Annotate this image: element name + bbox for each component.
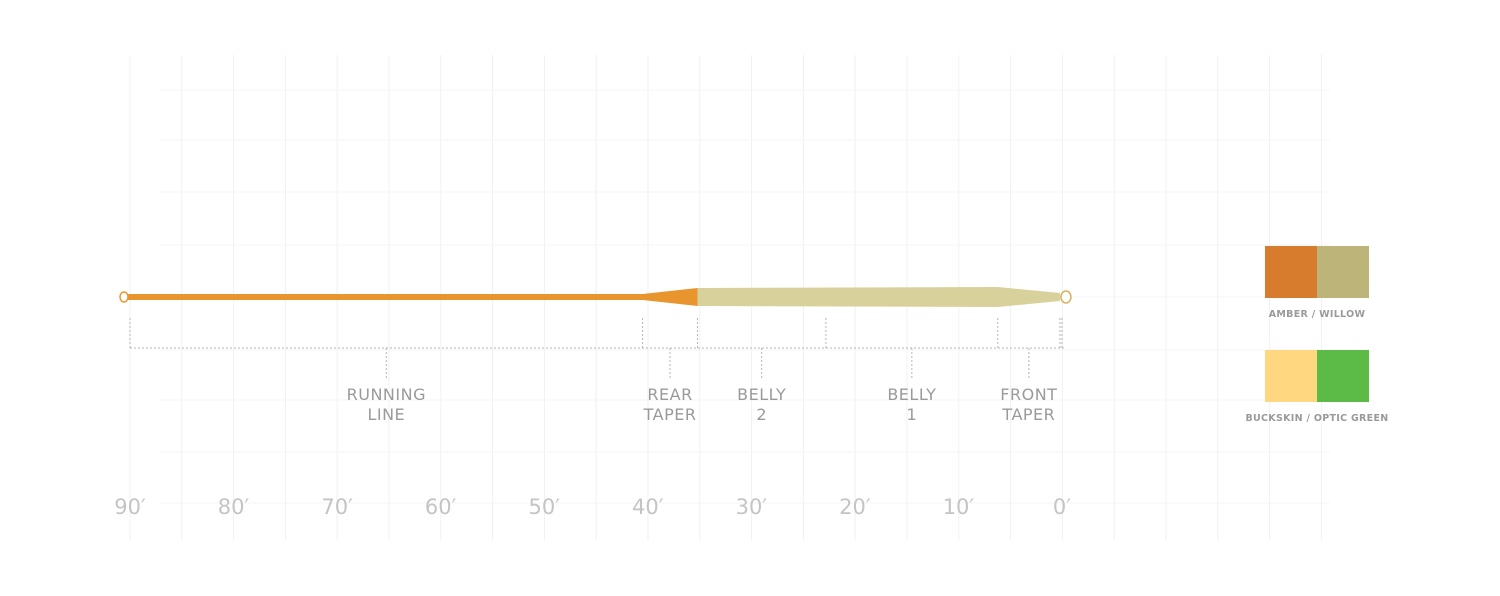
axis-tick-label: 90′: [114, 495, 146, 519]
color-swatch: [1317, 350, 1369, 402]
axis-tick-label: 20′: [839, 495, 871, 519]
axis-tick-label: 60′: [425, 495, 457, 519]
segment-labels: RUNNINGLINEREARTAPERBELLY2BELLY1FRONTTAP…: [347, 348, 1057, 424]
running-line-and-rear-taper: [126, 288, 698, 306]
axis-tick-label: 10′: [943, 495, 975, 519]
axis-tick-label: 30′: [736, 495, 768, 519]
axis-tick-label: 0′: [1053, 495, 1071, 519]
welded-loop: [1060, 290, 1072, 304]
axis-tick-label: 50′: [528, 495, 560, 519]
axis-tick-label: 70′: [321, 495, 353, 519]
color-swatch: [1265, 350, 1317, 402]
axis-tick-label: 40′: [632, 495, 664, 519]
axis-tick-label: 80′: [218, 495, 250, 519]
color-swatch: [1265, 246, 1317, 298]
segment-label: RUNNING: [347, 385, 426, 404]
segment-label: LINE: [367, 405, 405, 424]
segment-label: FRONT: [1000, 385, 1057, 404]
swatch-label: BUCKSKIN / OPTIC GREEN: [1245, 413, 1388, 424]
swatch-label: AMBER / WILLOW: [1269, 309, 1366, 320]
color-swatches: AMBER / WILLOW BUCKSKIN / OPTIC GREEN: [1245, 246, 1388, 424]
fly-line-profile: [119, 287, 1072, 307]
segment-label: 2: [756, 405, 767, 424]
segment-label: 1: [907, 405, 918, 424]
segment-label: BELLY: [737, 385, 786, 404]
segment-label: TAPER: [1001, 405, 1055, 424]
segment-label: REAR: [647, 385, 692, 404]
rear-loop: [119, 291, 129, 303]
distance-axis: 90′ 80′ 70′ 60′ 50′ 40′ 30′ 20′ 10′ 0′: [114, 495, 1071, 519]
color-swatch: [1317, 246, 1369, 298]
segment-label: BELLY: [887, 385, 936, 404]
segment-label: TAPER: [643, 405, 697, 424]
segment-brackets: [129, 318, 1064, 349]
head-section: [697, 287, 1060, 307]
